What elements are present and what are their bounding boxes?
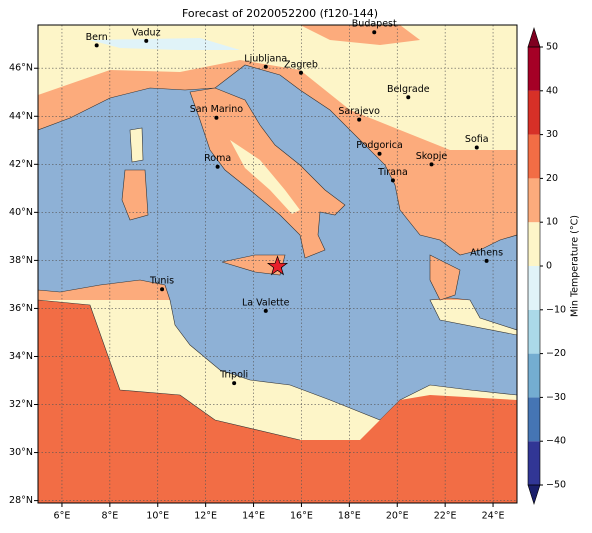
city-dot: [215, 164, 220, 169]
city-label: Roma: [204, 153, 231, 164]
x-tick-label: 20°E: [386, 511, 409, 522]
y-tick-label: 28°N: [9, 495, 33, 506]
colorbar-tick-label: 50: [546, 42, 558, 53]
city-label: Tripoli: [219, 370, 248, 381]
border-line: [38, 299, 301, 441]
city-dot: [406, 95, 411, 100]
city-dot: [357, 117, 362, 122]
city-dot: [484, 258, 489, 263]
city-dot: [263, 64, 268, 69]
sea: [38, 64, 517, 421]
colorbar-tick-label: −40: [546, 436, 566, 447]
grid: 6°E 8°E 10°E 12°E 14°E 16°E 18°E 20°E 22°E 24°E 28…: [9, 25, 517, 522]
city-label: La Valette: [242, 297, 290, 308]
y-tick-label: 38°N: [9, 255, 33, 266]
city-label: Bern: [86, 32, 108, 43]
city-dot: [377, 151, 382, 156]
city-label: Belgrade: [387, 84, 430, 95]
chart-title: Forecast of 2020052200 (f120-144): [182, 7, 378, 20]
land-warm-north: [300, 25, 420, 45]
colorbar-segment: [528, 353, 540, 398]
city-dot: [94, 43, 99, 48]
colorbar-segment: [528, 441, 540, 485]
city-label: Sofia: [465, 134, 489, 145]
colorbar-segment: [528, 266, 540, 310]
land-corsica: [129, 127, 144, 163]
city-label: Vaduz: [132, 27, 161, 38]
colorbar-segment: [528, 178, 540, 223]
colorbar-extend-top: [527, 27, 541, 48]
y-tick-label: 46°N: [9, 63, 33, 74]
city-label: San Marino: [190, 104, 243, 115]
map-frame: [37, 24, 518, 504]
x-tick-label: 10°E: [146, 511, 169, 522]
city-label: Podgorica: [356, 140, 403, 151]
colorbar-tick-label: 0: [546, 261, 552, 272]
colorbar-tick-label: −20: [546, 348, 566, 359]
colorbar-tick-label: −10: [546, 304, 566, 315]
city-label: Athens: [470, 247, 503, 258]
y-tick-label: 32°N: [9, 399, 33, 410]
x-tick-label: 6°E: [54, 511, 71, 522]
x-tick-label: 18°E: [338, 511, 361, 522]
colorbar-segment: [528, 309, 540, 354]
colorbar: −50 −40 −30 −20 −10 0 10 20 30 40 50 Min Temperatur…: [527, 27, 581, 505]
colorbar-tick-label: −50: [546, 480, 566, 491]
y-tick-label: 36°N: [9, 303, 33, 314]
colorbar-segment: [528, 222, 540, 266]
colorbar-tick-label: 40: [546, 85, 558, 96]
event-marker: [266, 255, 289, 276]
city-dot: [263, 308, 268, 313]
city-dot: [429, 162, 434, 167]
x-tick-label: 24°E: [482, 511, 505, 522]
colorbar-label: Min Temperature (°C): [570, 215, 581, 317]
colorbar-segment: [528, 134, 540, 179]
colorbar-extend-bottom: [527, 484, 541, 505]
colorbar-segment: [528, 90, 540, 135]
city-dot: [474, 145, 479, 150]
city-label: Zagreb: [284, 59, 318, 70]
city-dot: [144, 38, 149, 43]
city-label: Ljubljana: [244, 53, 287, 64]
land-sardinia: [121, 169, 149, 221]
x-tick-label: 22°E: [434, 511, 457, 522]
city-label: Budapest: [352, 19, 397, 30]
city-dot: [160, 287, 165, 292]
x-tick-label: 8°E: [101, 511, 118, 522]
city-dot: [232, 381, 237, 386]
city-label: Skopje: [416, 151, 448, 162]
city-dot: [214, 115, 219, 120]
city-label: Tunis: [149, 276, 174, 287]
land-italy-cool: [230, 140, 300, 214]
y-tick-label: 34°N: [9, 351, 33, 362]
city-label: Tirana: [377, 167, 408, 178]
y-tick-label: 40°N: [9, 207, 33, 218]
colorbar-tick-label: 10: [546, 217, 558, 228]
city-dot: [390, 178, 395, 183]
y-tick-label: 44°N: [9, 111, 33, 122]
colorbar-segment: [528, 397, 540, 442]
x-tick-label: 16°E: [290, 511, 313, 522]
colorbar-segment: [528, 47, 540, 91]
colorbar-tick-label: 20: [546, 173, 558, 184]
x-tick-label: 12°E: [194, 511, 217, 522]
y-tick-label: 42°N: [9, 159, 33, 170]
city-dot: [372, 30, 377, 35]
city-dot: [298, 70, 303, 75]
colorbar-tick-label: 30: [546, 129, 558, 140]
colorbar-tick-label: −30: [546, 392, 566, 403]
city-label: Sarajevo: [338, 106, 380, 117]
y-tick-label: 30°N: [9, 447, 33, 458]
land-cold-alps: [90, 38, 240, 50]
x-tick-label: 14°E: [242, 511, 265, 522]
